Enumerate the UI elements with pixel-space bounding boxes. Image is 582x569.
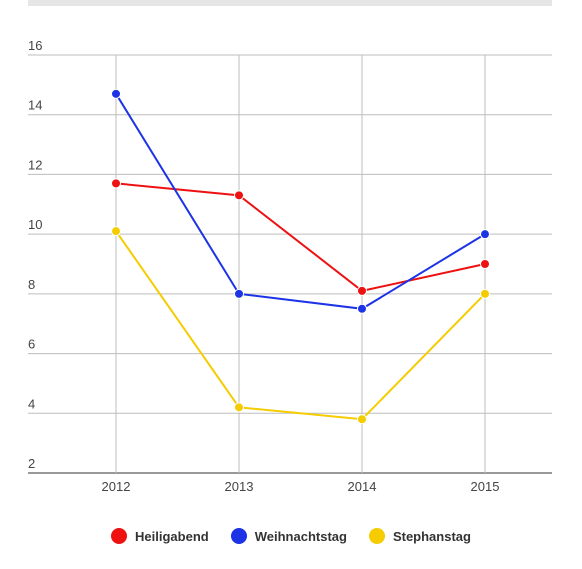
legend-label: Stephanstag	[392, 528, 471, 544]
series-lines	[115, 93, 486, 421]
data-point	[357, 303, 367, 314]
grid-lines	[28, 54, 552, 474]
y-tick-label: 6	[28, 337, 35, 352]
x-axis-ticks: 2012 2013 2014 2015	[102, 479, 500, 494]
data-point	[111, 226, 121, 237]
data-point	[111, 88, 121, 99]
data-point	[480, 288, 490, 299]
data-point	[480, 229, 490, 240]
legend-label: Weihnachtstag	[254, 528, 347, 544]
legend-swatch	[368, 528, 385, 544]
x-tick-label: 2014	[348, 479, 377, 494]
series-line	[115, 93, 486, 310]
x-tick-label: 2015	[471, 479, 500, 494]
series-points	[111, 88, 490, 425]
data-point	[111, 178, 121, 189]
series-line	[115, 230, 486, 421]
data-point	[234, 288, 244, 299]
top-divider-bar	[28, 0, 552, 6]
line-chart: 2 4 6 8 10 12 14 16 2012 2013 2014 2015	[28, 38, 552, 494]
y-tick-label: 4	[28, 396, 35, 411]
legend-item: Weihnachtstag	[230, 528, 347, 544]
series-line	[115, 182, 486, 292]
y-tick-label: 14	[28, 98, 42, 113]
x-tick-label: 2013	[225, 479, 254, 494]
y-tick-label: 10	[28, 217, 42, 232]
data-point	[234, 190, 244, 201]
legend: Heiligabend Weihnachtstag Stephanstag	[0, 528, 582, 544]
legend-swatch	[230, 528, 247, 544]
x-tick-label: 2012	[102, 479, 131, 494]
data-point	[357, 414, 367, 425]
y-tick-label: 16	[28, 38, 42, 53]
data-point	[357, 285, 367, 296]
y-tick-label: 12	[28, 157, 42, 172]
legend-label: Heiligabend	[135, 528, 209, 544]
y-tick-label: 2	[28, 456, 35, 471]
legend-item: Heiligabend	[111, 528, 209, 544]
data-point	[234, 402, 244, 413]
y-tick-label: 8	[28, 277, 35, 292]
y-axis-ticks: 2 4 6 8 10 12 14 16	[28, 38, 42, 471]
data-point	[480, 259, 490, 269]
legend-item: Stephanstag	[368, 528, 471, 544]
legend-swatch	[111, 528, 128, 544]
